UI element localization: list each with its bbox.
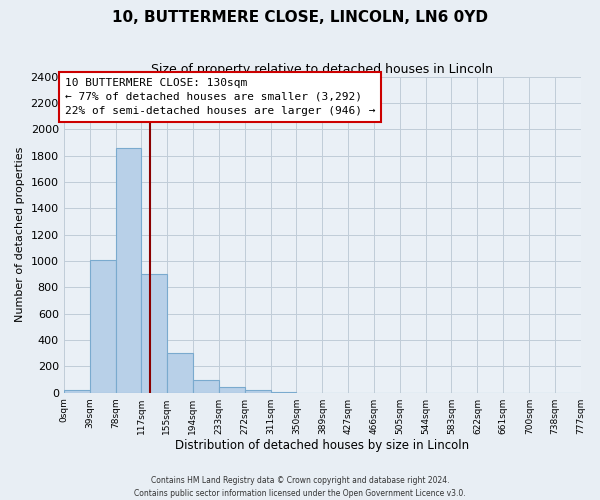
Bar bbox=[142, 274, 167, 392]
Bar bbox=[193, 380, 218, 392]
Bar bbox=[167, 353, 193, 393]
Bar bbox=[116, 148, 142, 392]
Title: Size of property relative to detached houses in Lincoln: Size of property relative to detached ho… bbox=[151, 62, 493, 76]
Bar bbox=[218, 388, 245, 392]
Bar bbox=[64, 390, 89, 392]
Text: Contains HM Land Registry data © Crown copyright and database right 2024.
Contai: Contains HM Land Registry data © Crown c… bbox=[134, 476, 466, 498]
Bar bbox=[89, 260, 116, 392]
Text: 10, BUTTERMERE CLOSE, LINCOLN, LN6 0YD: 10, BUTTERMERE CLOSE, LINCOLN, LN6 0YD bbox=[112, 10, 488, 25]
X-axis label: Distribution of detached houses by size in Lincoln: Distribution of detached houses by size … bbox=[175, 440, 469, 452]
Y-axis label: Number of detached properties: Number of detached properties bbox=[15, 147, 25, 322]
Bar bbox=[245, 390, 271, 392]
Text: 10 BUTTERMERE CLOSE: 130sqm
← 77% of detached houses are smaller (3,292)
22% of : 10 BUTTERMERE CLOSE: 130sqm ← 77% of det… bbox=[65, 78, 376, 116]
